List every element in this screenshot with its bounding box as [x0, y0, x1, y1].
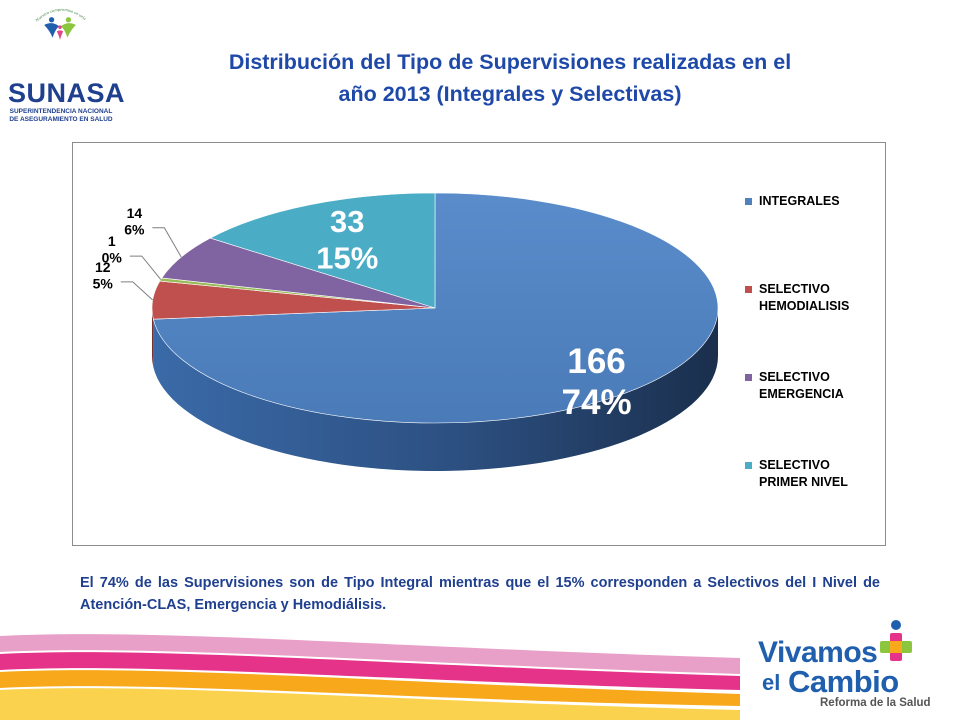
- legend-swatch-1: [745, 286, 752, 293]
- leader-line-3: [152, 227, 182, 258]
- slice-label-1: 12 5%: [93, 259, 114, 292]
- pie-labels: 166 74% 12 5%1 0%14 6% 33 15%: [93, 204, 632, 422]
- vivamos-line2b: Cambio: [788, 664, 899, 699]
- legend-swatch-3: [745, 462, 752, 469]
- vivamos-line2a: el: [762, 670, 781, 695]
- sunasa-brand: SUNASA: [8, 78, 126, 108]
- sunasa-logo: Nuestro compromiso es velar por tu Salud…: [4, 4, 126, 126]
- legend-swatch-2: [745, 374, 752, 381]
- legend-label-1: SELECTIVO HEMODIALISIS: [759, 282, 849, 313]
- sunasa-subtitle-2: DE ASEGURAMIENTO EN SALUD: [9, 116, 113, 123]
- legend-label-0: INTEGRALES: [759, 194, 840, 208]
- health-cross-icon: [880, 620, 912, 661]
- description-text: El 74% de las Supervisiones son de Tipo …: [80, 575, 880, 613]
- pie-slice-4: [209, 192, 436, 309]
- pie-sides: [152, 308, 718, 472]
- pie-top: [151, 192, 719, 424]
- footer-stripes: [0, 634, 740, 720]
- sunasa-emblem-icon: Nuestro compromiso es velar por tu Salud: [29, 4, 87, 40]
- leader-line-2: [129, 255, 162, 280]
- legend: INTEGRALES SELECTIVO HEMODIALISIS SELECTIVO…: [745, 194, 849, 489]
- sunasa-tagline: Nuestro compromiso es velar por tu Salud: [29, 4, 86, 23]
- leader-line-1: [120, 281, 154, 301]
- vivamos-el-cambio-logo: Vivamos el Cambio Reforma de la Salud: [758, 618, 958, 718]
- page-title: Distribución del Tipo de Supervisiones r…: [140, 46, 880, 110]
- pie-chart: 166 74% 12 5%1 0%14 6% 33 15% INTEGRALES SELECTI…: [93, 192, 849, 489]
- chart-frame: 166 74% 12 5% 1 0% 14 6% 33 15% INTEGRALES SELECTI…: [72, 142, 886, 546]
- slice-label-4: 33 15%: [316, 204, 378, 276]
- slice-label-0: 166 74%: [562, 342, 632, 422]
- vivamos-line1: Vivamos: [758, 636, 878, 669]
- slice-label-3: 14 6%: [124, 205, 145, 238]
- vivamos-line3: Reforma de la Salud: [820, 697, 931, 709]
- legend-label-3: SELECTIVO PRIMER NIVEL: [759, 458, 848, 489]
- pie-side-0: [153, 308, 718, 472]
- legend-label-2: SELECTIVO EMERGENCIA: [759, 370, 844, 401]
- slice-label-2: 1 0%: [102, 233, 123, 266]
- sunasa-subtitle-1: SUPERINTENDENCIA NACIONAL: [9, 108, 113, 115]
- legend-swatch-0: [745, 198, 752, 205]
- svg-text:Nuestro compromiso es velar po: Nuestro compromiso es velar por tu Salud: [29, 4, 86, 23]
- page-title-line2: año 2013 (Integrales y Selectivas): [338, 82, 682, 106]
- pie-slice-0: [152, 192, 719, 424]
- page-title-line1: Distribución del Tipo de Supervisiones r…: [228, 50, 792, 74]
- pie-side-1: [152, 308, 154, 368]
- pie-leaders: [120, 227, 182, 301]
